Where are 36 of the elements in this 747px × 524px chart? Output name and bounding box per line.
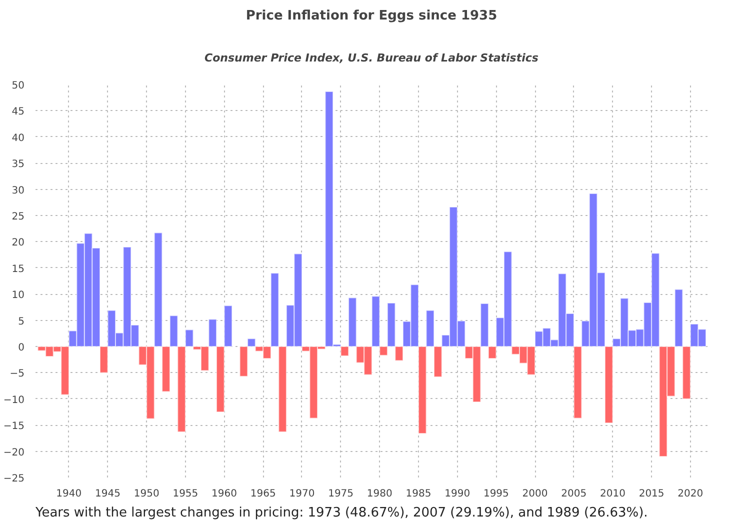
text: Years with the largest changes in pricing: 1973 (48.67%), 2007 (29.19%), and 1989 (26.63%). xyxy=(34,506,648,520)
x-tick-label: 1980 xyxy=(366,488,392,500)
x-tick-label: 1945 xyxy=(95,488,120,500)
x-tick-label: 1975 xyxy=(328,488,354,500)
y-tick-label: 35 xyxy=(12,159,25,170)
y-tick-label: 0 xyxy=(18,342,25,354)
x-tick-label: 2010 xyxy=(600,488,626,500)
y-tick-label: 45 xyxy=(12,106,25,118)
y-tick-label: 30 xyxy=(12,185,25,196)
x-tick-label: 2000 xyxy=(522,488,548,500)
x-tick-label: 2015 xyxy=(638,488,664,500)
x-tick-label: 1970 xyxy=(289,488,315,500)
x-tick-label: 2020 xyxy=(678,488,704,500)
x-tick-label: 1960 xyxy=(212,488,238,500)
y-tick-label: 10 xyxy=(12,290,25,302)
x-tick-label: 1950 xyxy=(134,488,160,500)
y-tick-label: −10 xyxy=(3,394,25,406)
x-tick-label: 1965 xyxy=(250,488,276,500)
y-tick-label: −5 xyxy=(10,368,25,380)
y-tick-label: 40 xyxy=(12,132,25,144)
chart-title: Price Inflation for Eggs since 1935 xyxy=(246,8,498,24)
x-tick-label: 1990 xyxy=(444,488,470,500)
x-tick-label: 1940 xyxy=(56,488,82,500)
x-tick-label: 1955 xyxy=(172,488,198,500)
x-tick-label: 1995 xyxy=(483,488,509,500)
y-tick-label: 15 xyxy=(12,264,25,275)
y-tick-label: −25 xyxy=(3,474,25,484)
y-tick-label: 50 xyxy=(12,80,25,92)
x-tick-label: 2005 xyxy=(561,488,587,500)
y-tick-label: −20 xyxy=(3,447,25,458)
y-tick-label: 5 xyxy=(18,316,25,328)
y-tick-label: 25 xyxy=(12,212,25,222)
y-tick-label: 20 xyxy=(12,238,25,249)
y-tick-label: −15 xyxy=(3,421,25,432)
chart-subtitle: Consumer Price Index, U.S. Bureau of Labor Statistics xyxy=(204,52,539,64)
x-tick-label: 1985 xyxy=(406,488,432,500)
